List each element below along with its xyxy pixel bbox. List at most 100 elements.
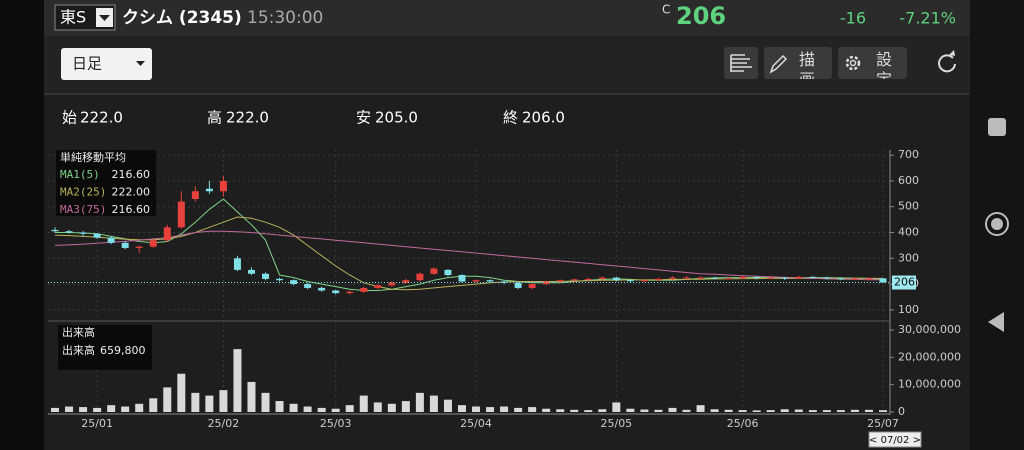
time: 15:30:00 [247,8,323,28]
volume-y-tick-label: 0 [898,405,905,418]
open-value: 222.0 [80,109,123,127]
candle-body [795,276,803,279]
volume-y-tick-label: 30,000,000 [898,323,961,336]
volume-bar [387,403,396,412]
nav-back[interactable] [988,312,1004,332]
volume-bar [415,392,424,412]
candle-body [360,287,368,292]
volume-bar [808,410,817,412]
volume-bar [528,407,537,412]
settings-icon-center [849,59,857,67]
x-tick-label: 25/01 [81,417,113,430]
candle-body [865,278,873,280]
candle-body [612,277,620,281]
indicator-icon [730,54,752,72]
volume-bar [457,405,466,412]
nav-home-dot [991,218,1003,230]
period-select[interactable] [61,48,152,80]
candle-body [135,246,143,248]
high-label: 高 [207,109,222,127]
x-tick-label: 25/05 [600,417,632,430]
candle-body [668,277,676,279]
nav-home[interactable] [985,212,1009,236]
y-tick-label: 500 [898,200,919,213]
candle-body [177,201,185,228]
period-arrow [136,61,145,66]
volume-bar [822,410,831,412]
volume-bar [570,409,579,412]
y-tick-label: 400 [898,226,919,239]
nav-recent[interactable] [988,118,1006,136]
candle-body [219,180,227,192]
y-tick-label: 600 [898,174,919,187]
volume-bar [233,349,242,412]
volume-bar [191,392,200,412]
candle-body [837,278,845,280]
candle-body [416,273,424,281]
candle-body [262,273,270,279]
volume-bar [289,403,298,412]
candle-body [556,280,564,282]
volume-bar [626,408,635,412]
candle-body [809,276,817,278]
ma-line [54,230,884,281]
candle-body [290,280,298,285]
candle-body [851,278,859,280]
x-tick-label: 25/07 [867,417,899,430]
volume-bar [65,406,74,412]
candle-body [767,277,775,279]
draw-label-box: 描画 [790,47,826,79]
settings-icon [845,55,861,71]
candle-body [93,233,101,238]
candle-body [725,278,733,280]
volume-bar [163,387,172,412]
volume-bar [345,405,354,412]
volume-bar [878,410,887,412]
volume-legend-value: 659,800 [100,344,146,357]
candle-body [247,269,255,274]
volume-bar [738,410,747,412]
volume-bar [331,408,340,412]
candle-body [598,277,606,279]
volume-bar [472,406,481,412]
volume-bar [668,407,677,412]
volume-bar [584,410,593,412]
x-tick-label: 25/04 [460,417,492,430]
candle-body [205,188,213,192]
market-arrow [99,15,110,21]
volume-bar [710,409,719,412]
candle-body [654,278,662,281]
plot: 100200300400500600700010,000,00020,000,0… [48,148,961,430]
candle-body [65,231,73,233]
candle-body [683,277,691,279]
ma-legend-value: 216.60 [112,203,151,216]
price-marker-box [892,275,916,290]
open-label: 始 [62,109,77,127]
candle-body [781,277,789,279]
refresh-icon[interactable] [938,54,956,73]
volume-bar [794,409,803,412]
close-label: 終 [503,109,518,127]
ma-legend-name: MA2(25) [60,186,106,199]
candle-body [753,276,761,278]
candle-body [823,277,831,279]
volume-bar [205,395,214,412]
candle-body [332,290,340,294]
candle-body [402,280,410,283]
volume-bar [121,406,130,412]
close-value: 206.0 [522,109,565,127]
candle-body [233,258,241,270]
volume-bar [149,398,158,412]
volume-bar [500,406,509,412]
volume-bar [443,399,452,412]
volume-bar [135,403,144,412]
candle-body [711,277,719,279]
volume-bar [542,408,551,412]
draw-icon [769,54,788,74]
candle-body [430,268,438,274]
low-value: 205.0 [375,109,418,127]
volume-bar [247,381,256,412]
volume-bar [275,401,284,412]
volume-bar [696,405,705,412]
volume-bar [317,407,326,412]
